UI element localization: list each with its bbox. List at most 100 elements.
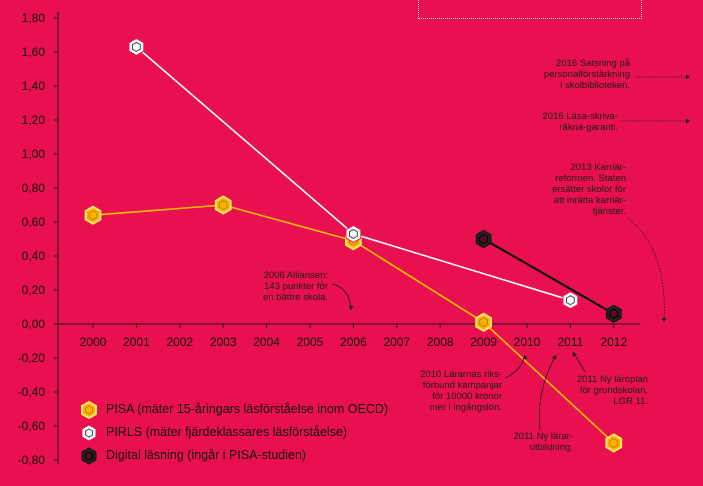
marker-inner [349, 228, 358, 239]
annotation-line: 2016 Läsa-skriva- [542, 111, 618, 122]
arrow-head [686, 74, 690, 80]
digital-line [483, 238, 615, 315]
x-tick-label: 2006 [340, 335, 367, 349]
y-tick-label: 1,40 [22, 79, 46, 93]
y-tick-label: 1,80 [22, 11, 46, 25]
dotted-frame [418, 0, 642, 19]
annotation-line: tjänster. [592, 206, 626, 217]
pirls-marker [345, 224, 362, 243]
y-tick-label: -0,80 [18, 453, 46, 467]
y-tick-label: 0,00 [22, 317, 46, 331]
x-tick-label: 2010 [514, 335, 541, 349]
annotation-line: en bättre skola. [263, 292, 328, 303]
arrow-2011-teacher [539, 354, 557, 431]
x-tick-label: 2011 [557, 335, 583, 349]
arrow-head [522, 355, 528, 359]
arrow-head [686, 118, 690, 124]
pisa-marker [605, 433, 623, 453]
annotation-2011-curriculum: 2011 Ny läroplan för grundskolan, LGR 11… [560, 374, 648, 407]
annotation-line: 2011 Ny läroplan [576, 374, 648, 385]
annotation-line: mer i ingångslön. [429, 402, 502, 413]
x-tick-label: 2009 [470, 335, 497, 349]
legend-item-digital: Digital läsning (ingår i PISA-studien) [80, 444, 388, 467]
legend: PISA (mäter 15-åringars läsförståelse in… [80, 398, 388, 467]
annotation-2013: 2013 Karriär- reformen. Staten ersätter … [530, 162, 626, 217]
annotation-line: 2011 Ny lärar- [513, 431, 574, 442]
legend-label: Digital läsning (ingår i PISA-studien) [106, 448, 307, 462]
hexagon-icon [81, 401, 97, 419]
arrow-line [627, 217, 665, 323]
x-tick-label: 2007 [383, 335, 410, 349]
hexagon-icon [81, 447, 97, 465]
annotation-line: 2006 Alliansen: [263, 270, 328, 281]
y-tick-label: 0,20 [22, 283, 46, 297]
y-tick-label: 1,60 [22, 45, 46, 59]
y-tick-label: 0,60 [22, 215, 46, 229]
arrow-line [331, 283, 352, 311]
annotation-2011-teacher-education: 2011 Ny lärar- utbildning. [505, 431, 574, 453]
pisa-marker [214, 195, 232, 215]
annotation-line: reformen. Staten [555, 173, 626, 184]
arrow-2016-library [636, 74, 690, 80]
y-tick-label: -0,20 [18, 351, 46, 365]
pirls-marker [562, 291, 579, 310]
legend-label: PIRLS (mäter fjärdeklassares läsförståel… [106, 425, 348, 439]
x-tick-label: 2000 [80, 335, 107, 349]
annotation-line: ersätter skolor för [552, 184, 626, 195]
annotation-line: personalförstärkning [543, 69, 630, 80]
annotation-line: att inrätta karriär- [553, 195, 626, 206]
arrow-2010 [504, 354, 528, 379]
annotation-2016-library: 2016 Satsning på personalförstärkning i … [522, 58, 630, 91]
legend-label: PISA (mäter 15-åringars läsförståelse in… [106, 402, 389, 416]
marker-inner [609, 437, 619, 449]
arrow-2006 [331, 283, 354, 311]
arrow-head [572, 352, 577, 357]
annotation-line: räkna-garanti. [559, 122, 618, 133]
x-tick-label: 2004 [253, 335, 280, 349]
marker-inner [609, 308, 619, 319]
marker-inner [479, 233, 488, 245]
marker-inner [132, 41, 141, 52]
annotation-line: 2010 Lärarnas riks- [420, 369, 502, 380]
annotation-line: för grundskolan, [579, 385, 648, 396]
annotation-line: för 10000 kronor [432, 391, 502, 402]
arrow-head [552, 355, 557, 360]
annotation-2016-guarantee: 2016 Läsa-skriva- räkna-garanti. [522, 111, 618, 133]
hexagon-icon [81, 424, 97, 442]
y-tick-label: 0,40 [22, 249, 46, 263]
marker-inner [218, 199, 228, 211]
annotation-2010: 2010 Lärarnas riks- förbund kampanjar fö… [408, 369, 502, 413]
pirls-marker [128, 37, 145, 56]
x-tick-label: 2005 [297, 335, 324, 349]
marker-inner [88, 210, 98, 221]
annotation-arrows [331, 74, 690, 431]
arrow-head [661, 318, 667, 322]
annotation-line: 143 punkter för [264, 281, 328, 292]
annotation-2006: 2006 Alliansen: 143 punkter för en bättr… [236, 270, 328, 303]
y-tick-label: -0,60 [18, 419, 46, 433]
annotation-line: 2016 Satsning på [556, 58, 630, 69]
y-tick-label: 1,00 [22, 147, 46, 161]
y-tick-label: -0,40 [18, 385, 46, 399]
x-tick-label: 2008 [427, 335, 454, 349]
legend-item-pirls: PIRLS (mäter fjärdeklassares läsförståel… [80, 421, 388, 444]
annotation-line: 2013 Karriär- [570, 162, 626, 173]
legend-item-pisa: PISA (mäter 15-åringars läsförståelse in… [80, 398, 388, 421]
digital-marker [605, 304, 622, 323]
pirls-line [135, 46, 571, 301]
x-tick-label: 2001 [123, 335, 150, 349]
annotation-line: förbund kampanjar [422, 380, 502, 391]
x-tick-label: 2012 [600, 335, 627, 349]
series-markers [84, 37, 623, 453]
annotation-line: utbildning. [529, 442, 573, 453]
annotation-line: i skolbiblioteken. [560, 80, 630, 91]
y-tick-label: 1,20 [22, 113, 46, 127]
digital-marker [475, 229, 492, 249]
y-tick-label: 0,80 [22, 181, 46, 195]
annotation-line: LGR 11. [613, 396, 648, 407]
x-tick-label: 2002 [166, 335, 193, 349]
axes: 1,80 1,60 1,40 1,20 1,00 0,80 0,60 0,40 0,20 0,00… [18, 11, 640, 467]
arrow-2011-curriculum [572, 351, 586, 373]
